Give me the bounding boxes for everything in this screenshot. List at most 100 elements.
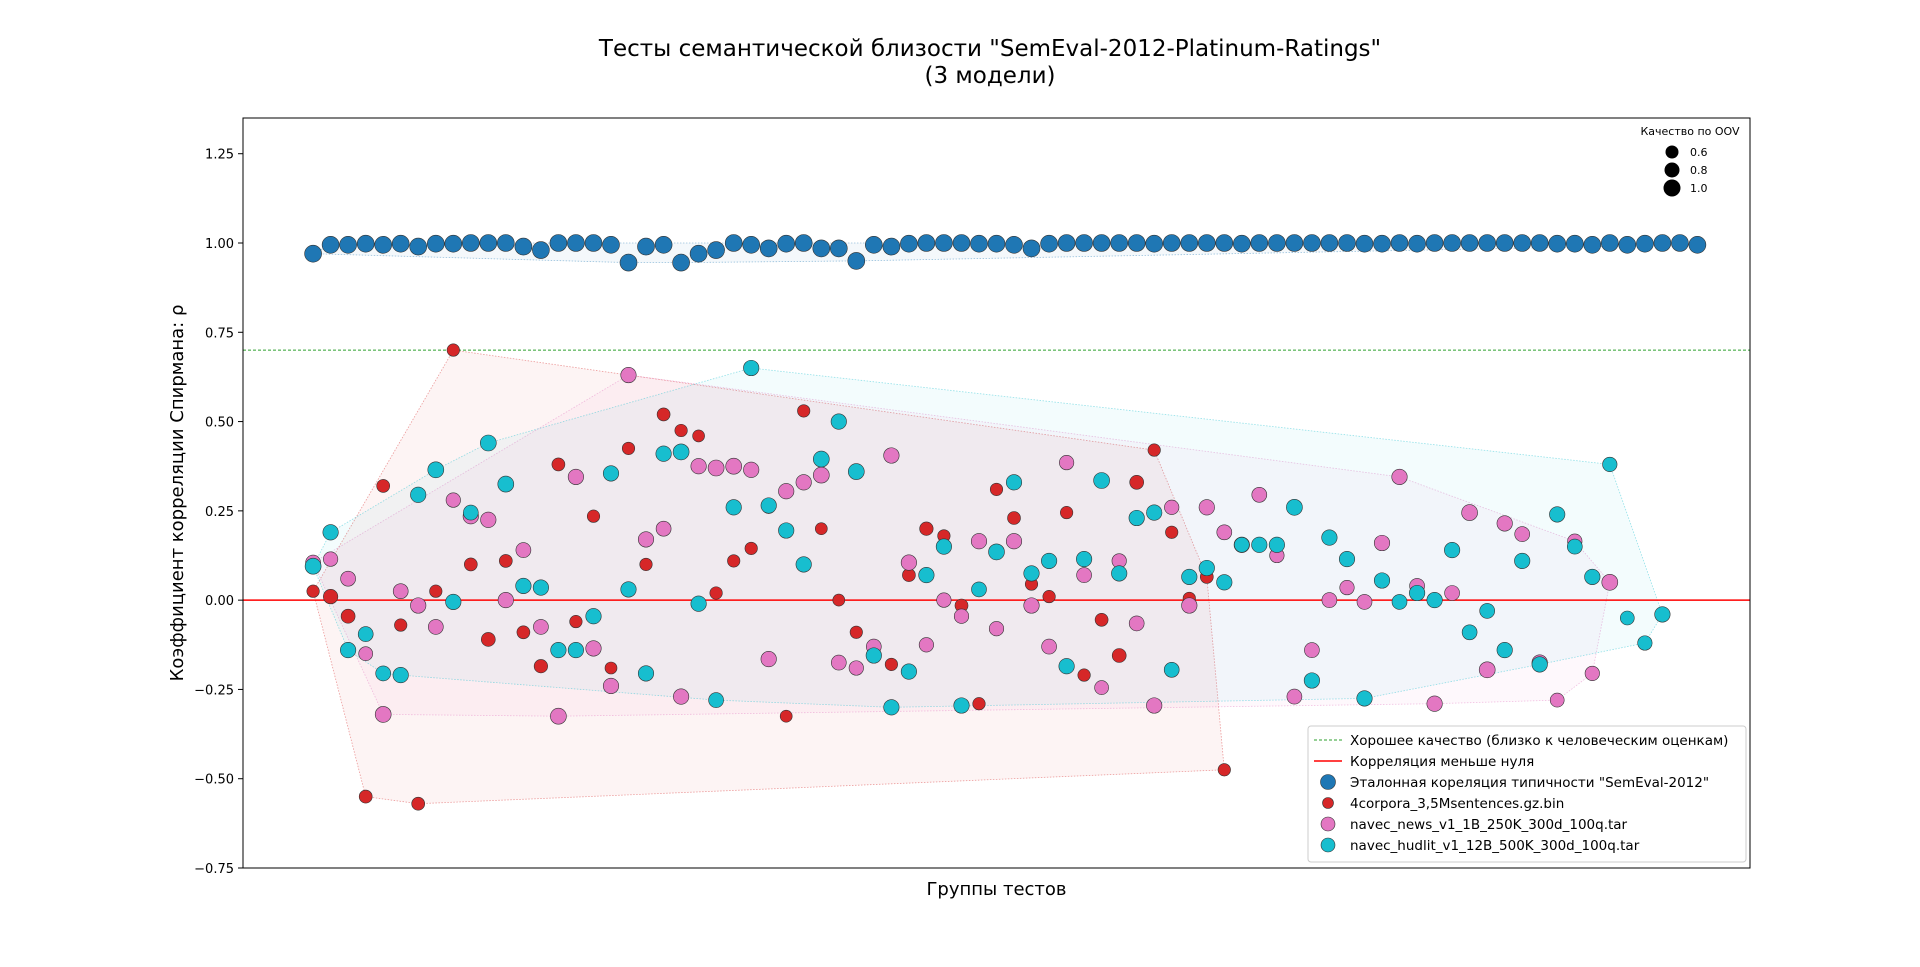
y-tick-label: 1.00 [205, 237, 234, 252]
y-axis: −0.75 −0.50 −0.25 0.00 0.25 0.50 0.75 1.00 1.25 [194, 148, 243, 877]
point-series-2 [884, 657, 898, 671]
point-series-1 [461, 234, 480, 252]
point-series-3 [550, 707, 567, 725]
point-series-4 [1409, 584, 1426, 602]
point-series-3 [533, 619, 549, 635]
point-series-1 [619, 253, 638, 272]
y-tick-label: 0.50 [205, 416, 234, 431]
point-series-1 [1303, 234, 1321, 252]
point-series-4 [760, 497, 777, 514]
point-series-4 [357, 626, 374, 642]
point-series-1 [339, 236, 357, 254]
point-series-1 [1425, 234, 1444, 252]
point-series-3 [585, 640, 602, 657]
point-series-3 [374, 706, 392, 723]
point-series-3 [392, 583, 409, 600]
size-legend-label: 0.6 [1690, 146, 1708, 159]
point-series-4 [883, 699, 900, 716]
point-series-2 [972, 697, 986, 711]
y-tick-label: −0.25 [194, 683, 234, 698]
point-series-3 [970, 533, 988, 550]
point-series-2 [727, 554, 741, 568]
point-series-4 [410, 486, 427, 503]
point-series-4 [479, 434, 497, 452]
point-series-1 [1110, 234, 1128, 252]
point-series-4 [550, 642, 567, 659]
point-series-3 [1549, 692, 1565, 708]
point-series-3 [707, 459, 725, 477]
point-series-3 [410, 597, 427, 614]
point-series-3 [1023, 597, 1040, 614]
y-tick-label: −0.50 [194, 773, 234, 788]
point-series-1 [1355, 234, 1374, 253]
point-series-1 [1338, 234, 1356, 252]
point-series-2 [516, 625, 531, 640]
point-series-1 [1215, 234, 1234, 252]
point-series-2 [446, 343, 460, 357]
point-series-4 [1234, 536, 1250, 553]
point-series-3 [1198, 499, 1215, 516]
point-series-2 [306, 584, 320, 598]
point-series-3 [1461, 504, 1478, 521]
point-series-1 [935, 234, 953, 252]
y-tick-label: 0.00 [205, 594, 234, 609]
point-series-4 [602, 465, 620, 482]
point-series-3 [795, 474, 812, 491]
point-series-1 [847, 252, 866, 270]
point-series-4 [743, 359, 760, 377]
point-series-1 [549, 234, 568, 252]
point-series-4 [1093, 472, 1110, 489]
point-series-2 [604, 661, 618, 675]
point-series-4 [655, 445, 672, 462]
y-tick-label: 1.25 [205, 148, 234, 163]
point-series-4 [1303, 672, 1320, 689]
point-series-3 [988, 621, 1005, 637]
point-series-1 [1408, 234, 1426, 253]
point-series-4 [865, 647, 882, 664]
point-series-1 [1688, 236, 1707, 254]
point-series-1 [304, 244, 322, 263]
point-series-4 [795, 556, 812, 573]
point-series-1 [637, 237, 655, 256]
point-series-3 [812, 466, 830, 484]
point-series-1 [1601, 234, 1619, 252]
point-series-4 [1549, 506, 1566, 523]
point-series-4 [1128, 509, 1145, 527]
point-series-4 [375, 665, 392, 682]
size-legend-marker [1663, 179, 1681, 197]
point-series-4 [1356, 690, 1373, 707]
point-series-1 [1022, 239, 1041, 258]
point-series-4 [1163, 661, 1180, 678]
point-series-1 [374, 236, 393, 254]
point-series-3 [567, 468, 584, 485]
point-series-1 [321, 236, 340, 254]
y-tick-label: −0.75 [194, 862, 234, 877]
point-series-1 [567, 234, 585, 252]
legend-box [1307, 725, 1747, 863]
point-series-1 [1268, 234, 1286, 252]
point-series-2 [1042, 590, 1056, 604]
point-series-3 [953, 608, 970, 624]
point-series-4 [1373, 572, 1391, 589]
point-series-2 [709, 586, 723, 600]
point-series-1 [1162, 234, 1181, 252]
hull-navec-news-v1-1b-250k-300d-100q-tar [312, 374, 1611, 717]
point-series-2 [832, 593, 846, 607]
point-series-3 [1478, 661, 1496, 679]
point-series-2 [498, 554, 513, 568]
point-series-1 [1092, 234, 1111, 252]
point-series-1 [1530, 234, 1549, 252]
point-series-4 [690, 595, 707, 612]
point-series-2 [1111, 648, 1127, 663]
point-series-1 [409, 237, 428, 256]
point-series-4 [637, 665, 655, 682]
point-series-3 [1444, 585, 1460, 601]
point-series-3 [445, 492, 461, 508]
point-series-4 [1461, 624, 1478, 641]
point-series-4 [1567, 538, 1583, 555]
point-series-1 [1548, 234, 1566, 253]
point-series-4 [1426, 592, 1443, 609]
point-series-1 [864, 236, 883, 254]
